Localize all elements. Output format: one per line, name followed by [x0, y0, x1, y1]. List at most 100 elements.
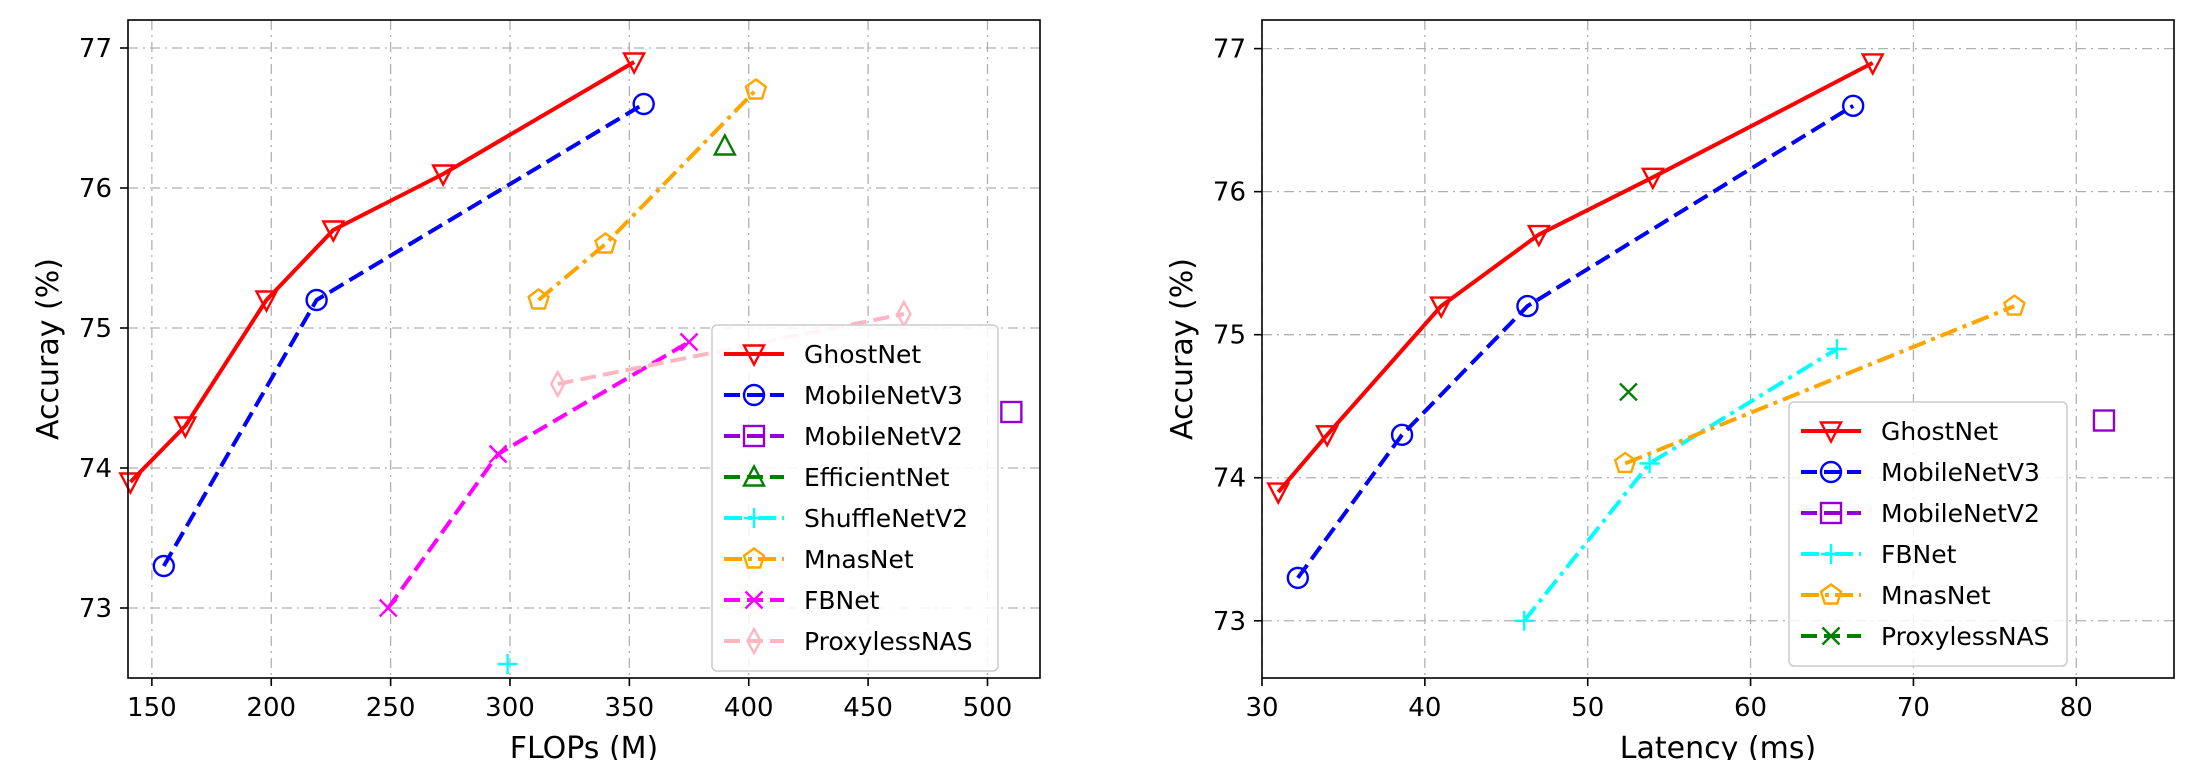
legend-swatch-marker [742, 424, 766, 448]
data-point [1613, 451, 1637, 474]
legend-swatch-marker [742, 463, 766, 487]
legend-swatch-marker [746, 626, 762, 656]
legend-entry-fbnet: FBNet [724, 586, 880, 615]
series-line [1522, 347, 1838, 623]
ticks: 30 40 50 60 70 80 73 74 75 76 77 [1213, 35, 2093, 723]
data-point [1315, 425, 1340, 448]
data-point [431, 164, 456, 188]
data-point [2003, 294, 2026, 316]
legend-label: FBNet [1881, 540, 1957, 569]
legend-label: GhostNet [1881, 417, 1998, 446]
legend-swatch-marker [1819, 583, 1843, 605]
legend-swatch-marker [1819, 460, 1843, 484]
data-point [744, 78, 768, 100]
legend-swatch-marker [1819, 501, 1843, 525]
legend-label: MnasNet [1881, 581, 1991, 610]
x-tick-label: 250 [366, 693, 416, 723]
x-axis-label: Latency (ms) [1620, 731, 1816, 760]
series-line [162, 102, 645, 567]
data-point [497, 654, 518, 674]
y-tick-label: 74 [1213, 464, 1246, 494]
y-tick-label: 77 [79, 34, 112, 64]
x-tick-label: 40 [1408, 693, 1441, 723]
legend-label: ProxylessNAS [804, 627, 973, 656]
legend-box [711, 324, 999, 672]
data-point [1639, 453, 1660, 474]
series-mobilenetv2 [2092, 409, 2116, 432]
legend-label: EfficientNet [804, 463, 950, 492]
series-line [1296, 104, 1855, 580]
legend: GhostNet MobileNetV3 MobileNetV2 EfficientN… [711, 324, 999, 672]
series-mobilenetv3 [1286, 94, 1865, 590]
series-mobilenetv3 [152, 92, 655, 578]
data-point [679, 332, 699, 352]
legend-label: FBNet [804, 586, 880, 615]
series-line [1624, 304, 2016, 466]
legend-entry-efficientnet: EfficientNet [724, 463, 950, 492]
series-mnasnet [1613, 294, 2026, 474]
legend-entry-mnasnet: MnasNet [724, 545, 914, 574]
legend-entry-mobilenetv3: MobileNetV3 [1801, 458, 2040, 487]
ticks: 150 200 250 300 350 400 450 500 73 74 75 76 77 [79, 34, 1012, 723]
data-point [1826, 339, 1847, 359]
legend-swatch-marker [744, 508, 764, 528]
x-tick-label: 300 [485, 693, 535, 723]
data-point [594, 232, 617, 254]
y-tick-label: 76 [79, 174, 112, 204]
legend-entry-fbnet: FBNet [1801, 540, 1957, 569]
legend-entry-mobilenetv3: MobileNetV3 [724, 381, 963, 410]
data-point [254, 290, 279, 314]
legend-entry-ghostnet: GhostNet [1801, 417, 1998, 446]
y-tick-label: 73 [1213, 607, 1246, 637]
legend-label: ProxylessNAS [1881, 622, 2050, 651]
data-point [712, 132, 737, 156]
x-tick-label: 400 [724, 693, 774, 723]
legend-swatch-marker [742, 547, 766, 569]
plot-frame [127, 19, 1041, 679]
data-point [321, 220, 346, 244]
data-point [152, 554, 176, 578]
legend-label: MobileNetV3 [804, 381, 963, 410]
data-point [527, 288, 551, 310]
data-point [632, 92, 655, 116]
x-tick-label: 150 [127, 693, 177, 723]
legend-swatch-marker [742, 344, 766, 368]
legend-label: ShuffleNetV2 [804, 504, 968, 533]
legend-swatch-marker [742, 383, 766, 407]
data-point [1516, 294, 1539, 318]
y-tick-label: 77 [1213, 35, 1246, 65]
data-point [378, 598, 398, 618]
legend-entry-ghostnet: GhostNet [724, 340, 921, 369]
x-tick-label: 70 [1897, 693, 1930, 723]
series-mobilenetv2 [1000, 400, 1023, 424]
legend-entry-mobilenetv2: MobileNetV2 [1801, 499, 2040, 528]
series-ghostnet [1266, 53, 1885, 506]
legend-entry-proxylessnas: ProxylessNAS [1801, 622, 2050, 651]
series-fbnet [378, 332, 699, 618]
data-point [1619, 382, 1638, 402]
series-group [118, 52, 1023, 674]
y-tick-label: 73 [79, 594, 112, 624]
legend-swatch-marker [1821, 626, 1841, 646]
data-point [1286, 566, 1310, 590]
legend-box [1788, 401, 2068, 667]
series-line [1276, 61, 1874, 494]
x-tick-label: 60 [1734, 693, 1767, 723]
data-point [1526, 224, 1551, 248]
data-point [549, 369, 566, 399]
legend-label: MobileNetV2 [804, 422, 963, 451]
series-shufflenetv2 [497, 654, 518, 674]
data-point [1640, 167, 1665, 191]
y-tick-label: 76 [1213, 178, 1246, 208]
data-point [173, 416, 198, 440]
legend-swatch-marker [1819, 421, 1843, 445]
data-point [488, 444, 508, 464]
data-point [1000, 400, 1023, 424]
x-tick-label: 30 [1245, 693, 1278, 723]
legend-label: MobileNetV2 [1881, 499, 2040, 528]
legend-swatch-marker [744, 590, 764, 610]
legend-swatch-marker [1821, 544, 1841, 564]
series-fbnet [1514, 339, 1847, 631]
y-axis-label: Accuray (%) [1165, 258, 1200, 440]
legend: GhostNet MobileNetV3 MobileNetV2 FBNet MnasN… [1788, 401, 2068, 667]
